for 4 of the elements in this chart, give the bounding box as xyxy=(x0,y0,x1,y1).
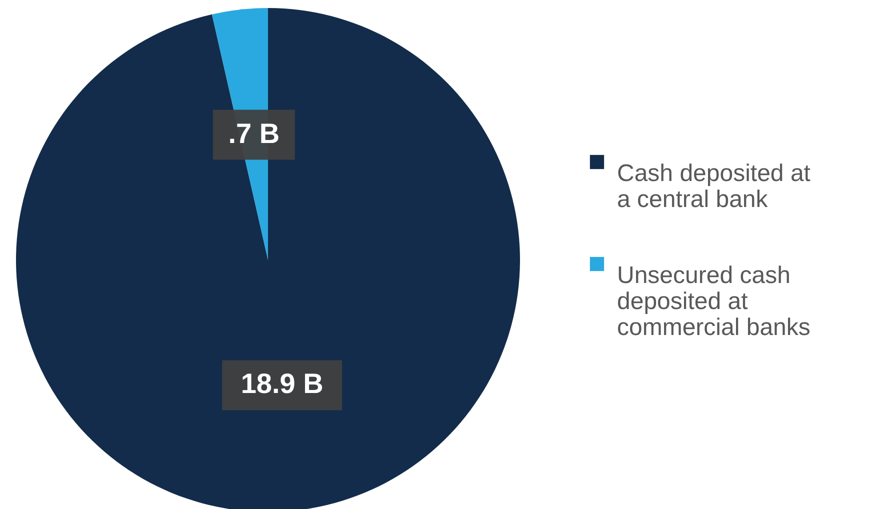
data-label: .7 B xyxy=(228,118,280,149)
data-label: 18.9 B xyxy=(240,368,324,400)
legend-label: Unsecured cash deposited at commercial banks xyxy=(617,262,810,341)
legend-label: Cash deposited at a central bank xyxy=(617,160,811,213)
